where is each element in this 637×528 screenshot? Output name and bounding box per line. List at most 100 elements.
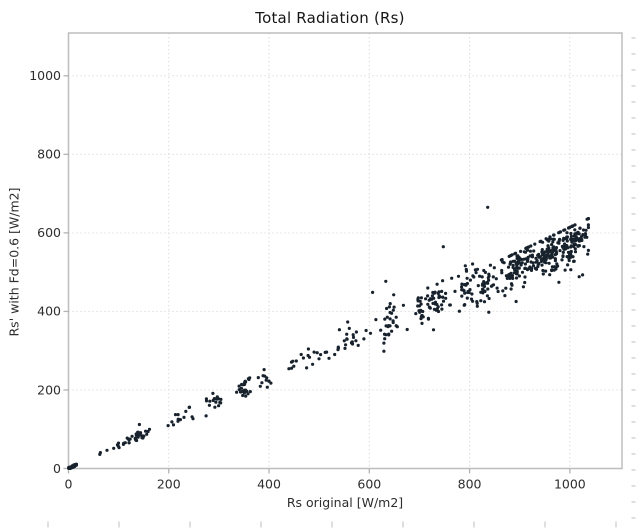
data-point (475, 300, 479, 304)
data-point (523, 262, 528, 266)
data-point (476, 284, 480, 288)
data-point (517, 259, 521, 263)
data-point (260, 381, 264, 385)
data-point (581, 228, 586, 232)
data-point (311, 362, 315, 366)
data-point (435, 282, 439, 286)
data-point (136, 430, 140, 434)
data-point (246, 377, 250, 381)
data-point (553, 257, 558, 261)
data-point (552, 233, 556, 237)
data-point (98, 451, 102, 455)
data-point (342, 339, 346, 343)
data-point (434, 308, 438, 312)
x-tick-label: 800 (458, 477, 482, 492)
data-point (471, 262, 475, 266)
data-point (501, 260, 505, 264)
chart-title: Total Radiation (Rs) (255, 9, 405, 27)
data-point (467, 290, 471, 295)
data-point (244, 394, 248, 398)
data-point (573, 228, 577, 232)
data-point (534, 260, 538, 264)
data-point (464, 269, 469, 273)
data-point (388, 310, 392, 315)
data-point (350, 340, 354, 344)
data-point (523, 250, 528, 254)
data-point (545, 253, 550, 257)
data-point (568, 250, 573, 254)
data-point (570, 224, 574, 228)
data-point (173, 413, 178, 417)
data-point (557, 231, 561, 235)
data-point (147, 427, 152, 431)
data-point (391, 308, 395, 312)
data-point (258, 384, 262, 388)
data-point (569, 234, 574, 238)
data-point (460, 285, 464, 289)
data-point (573, 242, 578, 247)
data-point (529, 244, 533, 248)
data-point (424, 297, 428, 301)
data-point (525, 268, 530, 272)
data-point (299, 352, 303, 357)
data-point (345, 332, 349, 336)
data-point (431, 328, 436, 332)
data-point (323, 350, 327, 354)
data-point (501, 289, 505, 293)
data-point (385, 315, 389, 319)
data-point (545, 247, 549, 251)
data-point (315, 351, 319, 355)
data-point (356, 343, 360, 347)
data-point (481, 290, 485, 294)
data-point (170, 420, 174, 424)
data-point (212, 397, 216, 401)
data-point (112, 446, 116, 450)
data-point (547, 261, 551, 265)
data-point (558, 237, 562, 241)
data-point (292, 364, 296, 368)
data-point (471, 274, 475, 278)
data-point (516, 256, 520, 260)
data-point (456, 274, 461, 278)
data-point (176, 417, 180, 421)
data-point (494, 277, 498, 281)
data-point (387, 333, 391, 337)
data-point (554, 267, 558, 271)
data-point (218, 400, 222, 405)
data-point (267, 379, 271, 383)
data-point (511, 276, 515, 280)
data-point (394, 315, 398, 319)
data-point (552, 245, 556, 249)
data-point (414, 312, 418, 316)
data-point (462, 289, 466, 293)
data-point (204, 414, 208, 418)
data-point (468, 288, 472, 292)
data-point (509, 287, 513, 291)
data-point (507, 254, 511, 258)
data-point (487, 272, 491, 276)
data-point (508, 276, 512, 280)
data-point (362, 337, 366, 341)
data-point (426, 286, 430, 290)
data-point (463, 291, 467, 295)
data-point (492, 266, 496, 270)
data-point (583, 233, 588, 237)
data-point (487, 310, 491, 314)
data-point (496, 289, 500, 294)
data-point (405, 327, 409, 332)
data-point (473, 268, 477, 272)
data-point (465, 296, 469, 300)
data-point (379, 328, 383, 332)
data-point (241, 383, 245, 387)
data-point (566, 263, 570, 267)
data-point (586, 217, 591, 221)
data-point (419, 296, 423, 300)
data-point (432, 291, 436, 295)
data-point (490, 284, 494, 288)
y-tick-label: 1000 (29, 68, 61, 83)
data-point (71, 465, 75, 469)
data-point (305, 366, 309, 370)
data-point (382, 341, 386, 345)
data-point (441, 245, 445, 249)
